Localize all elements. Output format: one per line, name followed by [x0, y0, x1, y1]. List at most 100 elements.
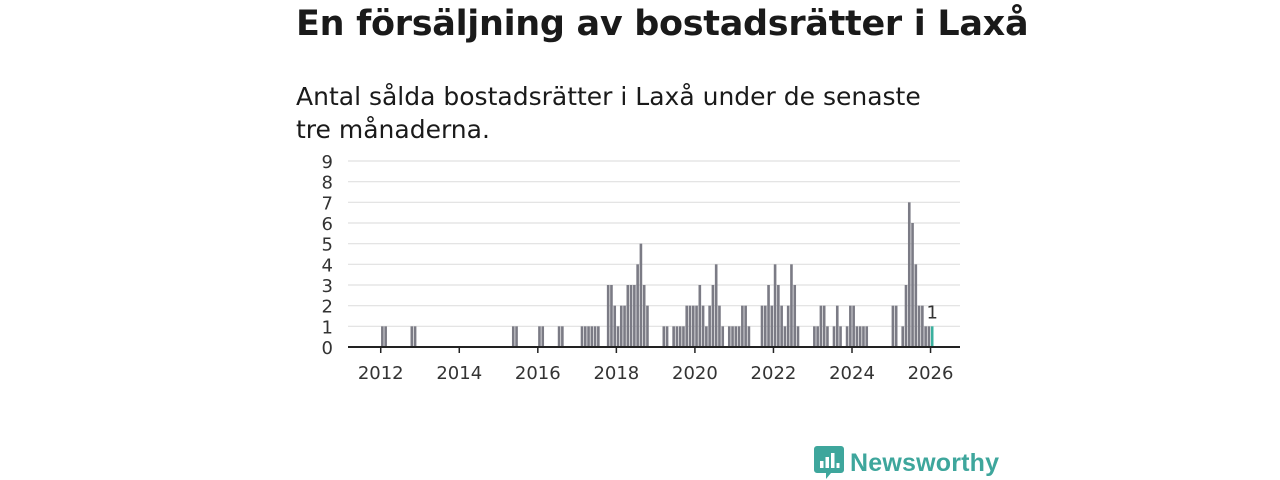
bar — [783, 326, 787, 347]
bar — [688, 305, 692, 347]
y-tick-label: 5 — [322, 235, 333, 256]
brand-name: Newsworthy — [850, 448, 1000, 477]
x-tick-label: 2020 — [672, 363, 718, 384]
x-tick-label: 2016 — [515, 363, 561, 384]
bar — [721, 326, 725, 347]
bar — [780, 305, 783, 347]
bar — [701, 305, 705, 347]
bar — [816, 326, 819, 347]
bar — [790, 264, 793, 347]
bar — [747, 326, 751, 347]
bar — [623, 305, 626, 347]
y-tick-label: 2 — [322, 297, 333, 318]
bar — [770, 305, 774, 347]
bar — [826, 326, 829, 347]
bar — [708, 305, 711, 347]
bar — [767, 285, 770, 347]
bar — [796, 326, 800, 347]
bar — [587, 326, 590, 347]
bar — [862, 326, 865, 347]
y-tick-label: 8 — [322, 173, 333, 194]
bar — [541, 326, 545, 347]
bar — [793, 285, 797, 347]
bar — [672, 326, 675, 347]
bar — [515, 326, 518, 347]
bar — [698, 285, 702, 347]
data-label: 1 — [926, 302, 937, 323]
bar — [813, 326, 816, 347]
bar — [629, 285, 633, 347]
bar — [849, 305, 852, 347]
bar — [682, 326, 685, 347]
bar — [597, 326, 600, 347]
bar — [819, 305, 823, 347]
bar — [538, 326, 541, 347]
chart-subtitle: Antal sålda bostadsrätter i Laxå under d… — [296, 82, 921, 144]
newsworthy-logo: Newsworthy — [814, 446, 999, 480]
bar — [711, 285, 715, 347]
bar — [646, 305, 649, 347]
bar — [613, 305, 617, 347]
bar — [727, 326, 731, 347]
bar — [835, 305, 839, 347]
bar — [384, 326, 387, 347]
x-tick-label: 2022 — [751, 363, 797, 384]
y-tick-label: 1 — [322, 317, 333, 338]
bar — [855, 326, 859, 347]
bar — [907, 202, 911, 347]
bar — [858, 326, 862, 347]
bar — [714, 264, 718, 347]
bar — [865, 326, 869, 347]
y-tick-label: 6 — [322, 214, 333, 235]
bar — [610, 285, 613, 347]
bar — [606, 285, 610, 347]
bar — [904, 285, 908, 347]
y-tick-label: 0 — [322, 338, 333, 359]
bar — [695, 305, 698, 347]
x-tick-label: 2026 — [908, 363, 954, 384]
x-tick-label: 2018 — [593, 363, 639, 384]
bar — [731, 326, 734, 347]
bar — [786, 305, 790, 347]
bar — [381, 326, 384, 347]
bar — [685, 305, 689, 347]
bar — [718, 305, 721, 347]
bar — [665, 326, 669, 347]
bar — [619, 305, 623, 347]
bar — [511, 326, 515, 347]
bar — [593, 326, 597, 347]
bar — [744, 305, 747, 347]
y-tick-label: 7 — [322, 193, 333, 214]
bar — [911, 223, 914, 347]
bar — [760, 305, 764, 347]
bar — [616, 326, 620, 347]
bar — [901, 326, 905, 347]
bar — [633, 285, 636, 347]
bar — [914, 264, 918, 347]
page-title: En försäljning av bostadsrätter i Laxå — [296, 4, 1029, 44]
bar — [737, 326, 741, 347]
bar — [891, 305, 895, 347]
bar — [917, 305, 921, 347]
bar — [705, 326, 708, 347]
bar — [839, 326, 842, 347]
bar — [583, 326, 587, 347]
x-tick-label: 2014 — [436, 363, 482, 384]
bar — [921, 305, 924, 347]
bar — [626, 285, 630, 347]
bar — [410, 326, 414, 347]
bar — [561, 326, 564, 347]
bar — [636, 264, 639, 347]
x-tick-label: 2012 — [358, 363, 404, 384]
bar — [822, 305, 826, 347]
bar — [924, 326, 927, 347]
bar — [662, 326, 666, 347]
bar — [678, 326, 682, 347]
bar-highlighted — [930, 326, 934, 347]
bar — [639, 243, 643, 347]
bar — [852, 305, 855, 347]
bar — [845, 326, 849, 347]
bar — [557, 326, 561, 347]
bar — [894, 305, 898, 347]
